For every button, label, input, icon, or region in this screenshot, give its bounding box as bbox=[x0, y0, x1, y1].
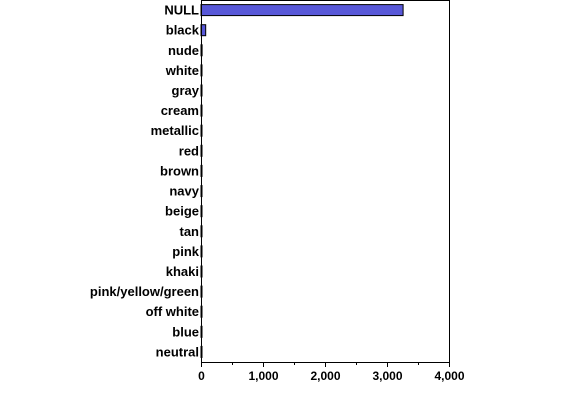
category-label: cream bbox=[161, 103, 199, 118]
category-label: gray bbox=[172, 83, 200, 98]
x-axis-tick-labels-group: 0 1,000 2,000 3,000 4,000 bbox=[198, 369, 465, 383]
category-label: blue bbox=[172, 324, 199, 339]
plot-area-frame bbox=[201, 0, 450, 363]
category-label: neutral bbox=[156, 344, 199, 359]
category-labels-group: NULL black nude white gray cream metallic red br… bbox=[90, 3, 200, 360]
bars-group bbox=[200, 4, 404, 358]
bar-null bbox=[200, 4, 404, 17]
category-label: red bbox=[179, 143, 199, 158]
category-label: black bbox=[166, 23, 200, 38]
category-label: beige bbox=[165, 204, 199, 219]
category-label: off white bbox=[146, 304, 199, 319]
x-tick-label: 1,000 bbox=[248, 369, 278, 383]
category-label: pink bbox=[172, 244, 199, 259]
x-tick-label: 3,000 bbox=[372, 369, 402, 383]
category-label: metallic bbox=[151, 123, 199, 138]
category-label: nude bbox=[168, 43, 199, 58]
x-tick-label: 0 bbox=[198, 369, 205, 383]
x-axis-ticks-group bbox=[201, 362, 450, 367]
x-tick-label: 2,000 bbox=[310, 369, 340, 383]
category-label: white bbox=[165, 63, 199, 78]
category-label: tan bbox=[180, 224, 200, 239]
category-label: khaki bbox=[166, 264, 199, 279]
x-tick-label: 4,000 bbox=[434, 369, 464, 383]
category-label: pink/yellow/green bbox=[90, 284, 199, 299]
category-label: brown bbox=[160, 163, 199, 178]
category-label: navy bbox=[169, 184, 199, 199]
category-label: NULL bbox=[164, 3, 199, 18]
